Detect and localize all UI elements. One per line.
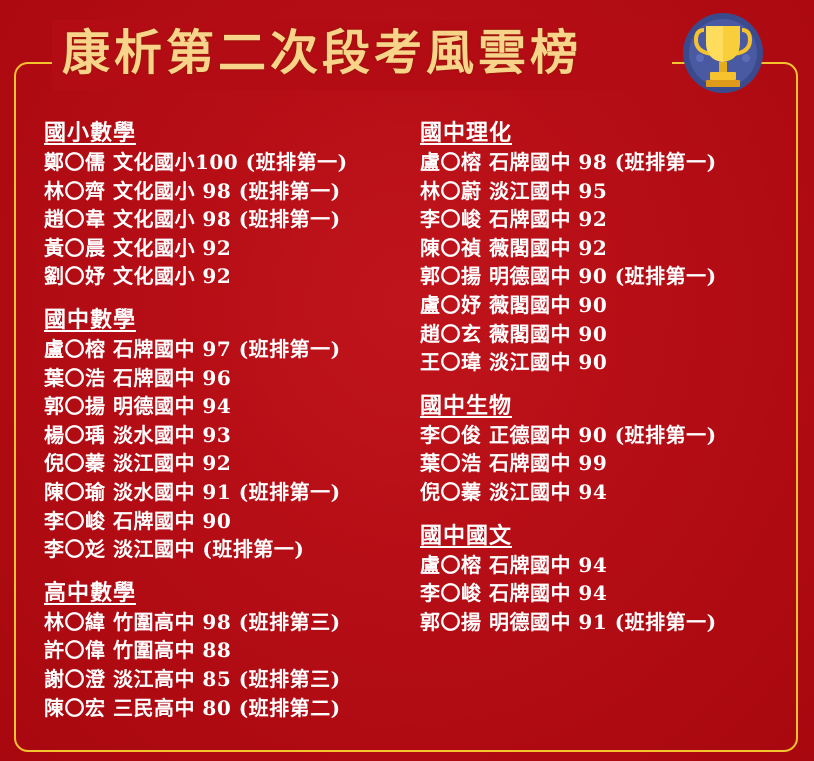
student-score-row: 盧〇榕 石牌國中 94 — [420, 552, 608, 577]
student-score-row: 倪〇蓁 淡江國中 94 — [420, 479, 608, 504]
poster-title: 康析第二次段考風雲榜 — [62, 25, 583, 81]
student-score-row: 葉〇浩 石牌國中 99 — [420, 451, 608, 476]
student-score-row: 葉〇浩 石牌國中 96 — [44, 365, 232, 390]
student-score-row: 趙〇玄 薇閣國中 90 — [420, 321, 608, 346]
student-score-row: 林〇緯 竹圍高中 98 (班排第三) — [44, 609, 341, 634]
subject-heading: 國中生物 — [420, 392, 513, 419]
subject-section: 高中數學林〇緯 竹圍高中 98 (班排第三) 許〇偉 竹圍高中 88 謝〇澄 淡江高… — [44, 578, 404, 722]
right-column: 國中理化盧〇榕 石牌國中 98 (班排第一) 林〇蔚 淡江國中 95 李〇峻 石牌國… — [420, 118, 800, 650]
left-column: 國小數學鄭〇儒 文化國小100 (班排第一) 林〇齊 文化國小 98 (班排第一)… — [44, 118, 404, 736]
subject-heading: 國中數學 — [44, 306, 137, 333]
student-score-row: 王〇瑋 淡江國中 90 — [420, 350, 608, 375]
subject-section: 國小數學鄭〇儒 文化國小100 (班排第一) 林〇齊 文化國小 98 (班排第一)… — [44, 118, 404, 291]
student-score-row: 林〇蔚 淡江國中 95 — [420, 178, 608, 203]
trophy-icon — [683, 13, 763, 93]
subject-heading: 國中國文 — [420, 522, 513, 549]
student-score-row: 謝〇澄 淡江高中 85 (班排第三) — [44, 666, 341, 691]
student-score-row: 倪〇蓁 淡江國中 92 — [44, 451, 232, 476]
student-score-row: 許〇偉 竹圍高中 88 — [44, 638, 232, 663]
subject-heading: 高中數學 — [44, 579, 137, 606]
student-score-row: 李〇彣 淡江國中 (班排第一) — [44, 537, 305, 562]
student-score-row: 郭〇揚 明德國中 94 — [44, 394, 232, 419]
student-score-row: 楊〇瑀 淡水國中 93 — [44, 422, 232, 447]
student-score-row: 陳〇禎 薇閣國中 92 — [420, 235, 608, 260]
subject-section: 國中國文盧〇榕 石牌國中 94 李〇峻 石牌國中 94 郭〇揚 明德國中 91 (班… — [420, 521, 800, 637]
subject-heading: 國小數學 — [44, 120, 137, 146]
subject-section: 國中數學盧〇榕 石牌國中 97 (班排第一) 葉〇浩 石牌國中 96 郭〇揚 明德國… — [44, 305, 404, 564]
student-score-row: 盧〇榕 石牌國中 97 (班排第一) — [44, 336, 341, 361]
student-score-row: 李〇俊 正德國中 90 (班排第一) — [420, 422, 717, 447]
subject-heading: 國中理化 — [420, 120, 513, 146]
student-score-row: 趙〇韋 文化國小 98 (班排第一) — [44, 207, 341, 232]
student-score-row: 郭〇揚 明德國中 90 (班排第一) — [420, 264, 717, 289]
student-score-row: 陳〇宏 三民高中 80 (班排第二) — [44, 695, 341, 720]
student-score-row: 林〇齊 文化國小 98 (班排第一) — [44, 178, 341, 203]
student-score-row: 李〇峻 石牌國中 94 — [420, 581, 608, 606]
subject-section: 國中理化盧〇榕 石牌國中 98 (班排第一) 林〇蔚 淡江國中 95 李〇峻 石牌國… — [420, 118, 800, 377]
title-backdrop — [52, 20, 672, 90]
student-score-row: 李〇峻 石牌國中 90 — [44, 508, 232, 533]
student-score-row: 劉〇妤 文化國小 92 — [44, 264, 232, 289]
student-score-row: 陳〇瑜 淡水國中 91 (班排第一) — [44, 479, 341, 504]
student-score-row: 盧〇妤 薇閣國中 90 — [420, 292, 608, 317]
subject-section: 國中生物李〇俊 正德國中 90 (班排第一) 葉〇浩 石牌國中 99 倪〇蓁 淡江國… — [420, 391, 800, 507]
student-score-row: 盧〇榕 石牌國中 98 (班排第一) — [420, 150, 717, 174]
student-score-row: 黃〇晨 文化國小 92 — [44, 235, 232, 260]
student-score-row: 李〇峻 石牌國中 92 — [420, 207, 608, 232]
student-score-row: 郭〇揚 明德國中 91 (班排第一) — [420, 609, 717, 634]
student-score-row: 鄭〇儒 文化國小100 (班排第一) — [44, 150, 348, 174]
